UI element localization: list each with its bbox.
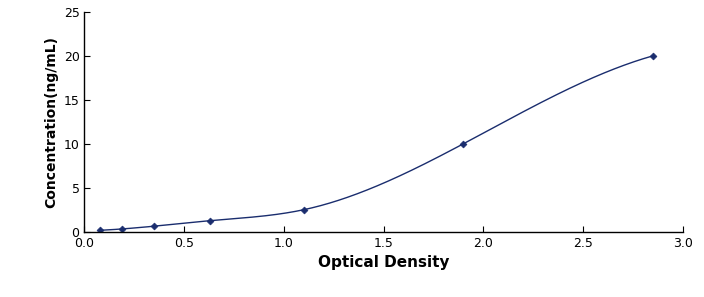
X-axis label: Optical Density: Optical Density bbox=[318, 255, 449, 270]
Y-axis label: Concentration(ng/mL): Concentration(ng/mL) bbox=[44, 36, 58, 208]
